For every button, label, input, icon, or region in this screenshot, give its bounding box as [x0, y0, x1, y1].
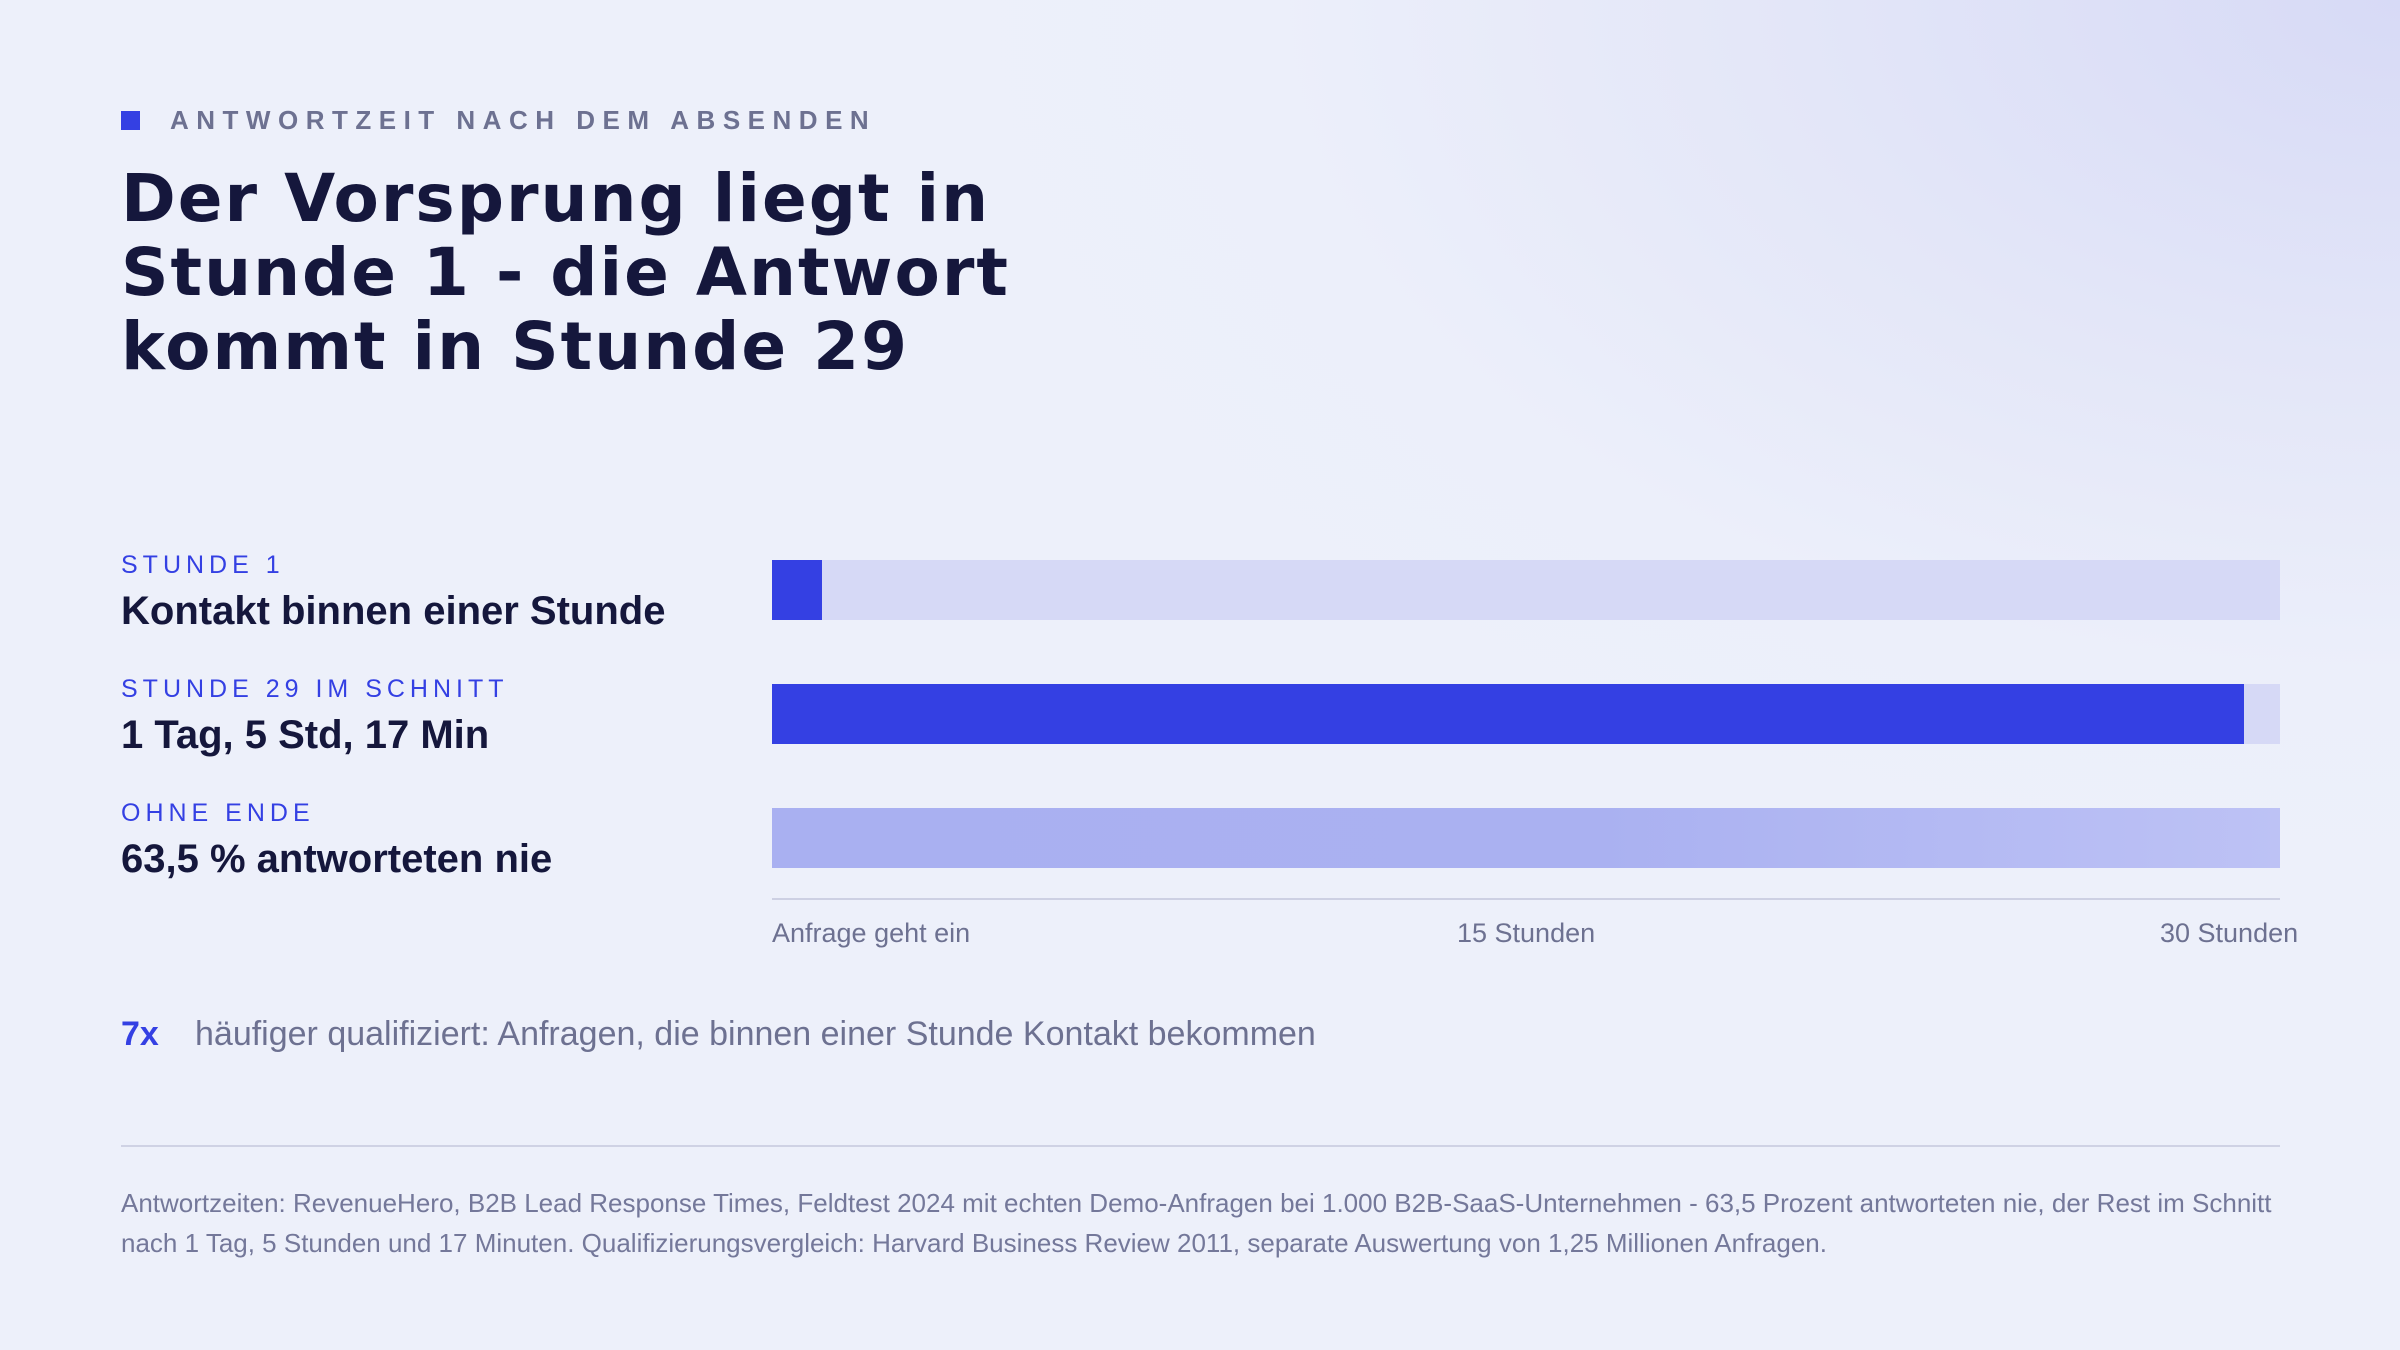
divider: [121, 1145, 2280, 1147]
stat-callout: 7x häufiger qualifiziert: Anfragen, die …: [121, 1015, 1316, 1054]
page-title: Der Vorsprung liegt in Stunde 1 - die An…: [121, 160, 1010, 385]
chart-row: STUNDE 29 IM SCHNITT 1 Tag, 5 Std, 17 Mi…: [0, 672, 2400, 796]
bar-track: [772, 560, 2280, 620]
x-tick-label: 15 Stunden: [1457, 918, 1596, 948]
x-tick-label: Anfrage geht ein: [772, 918, 971, 948]
chart-row: OHNE ENDE 63,5 % antworteten nie: [0, 796, 2400, 920]
row-kicker: OHNE ENDE: [121, 799, 315, 827]
stat-text: häufiger qualifiziert: Anfragen, die bin…: [195, 1015, 1316, 1053]
accent-square-icon: [121, 110, 140, 130]
bar: [772, 684, 2244, 744]
row-value: 1 Tag, 5 Std, 17 Min: [121, 713, 490, 757]
stat-number: 7x: [121, 1015, 159, 1053]
row-label: OHNE ENDE 63,5 % antworteten nie: [121, 796, 741, 884]
eyebrow: ANTWORTZEIT NACH DEM ABSENDEN: [121, 104, 877, 135]
row-kicker: STUNDE 1: [121, 551, 285, 579]
bar: [772, 808, 2280, 868]
bar: [772, 560, 823, 620]
x-axis-line: [772, 898, 2280, 900]
source-note: Antwortzeiten: RevenueHero, B2B Lead Res…: [121, 1188, 2272, 1258]
row-kicker: STUNDE 29 IM SCHNITT: [121, 675, 509, 703]
chart-row: STUNDE 1 Kontakt binnen einer Stunde: [0, 548, 2400, 672]
row-label: STUNDE 29 IM SCHNITT 1 Tag, 5 Std, 17 Mi…: [121, 672, 741, 760]
row-value: 63,5 % antworteten nie: [121, 837, 553, 881]
row-label: STUNDE 1 Kontakt binnen einer Stunde: [121, 548, 741, 636]
bar-track: [772, 684, 2280, 744]
x-tick-label: 30 Stunden: [2160, 918, 2299, 948]
bar-track: [772, 808, 2280, 868]
eyebrow-label: ANTWORTZEIT NACH DEM ABSENDEN: [170, 104, 877, 135]
row-value: Kontakt binnen einer Stunde: [121, 589, 666, 633]
